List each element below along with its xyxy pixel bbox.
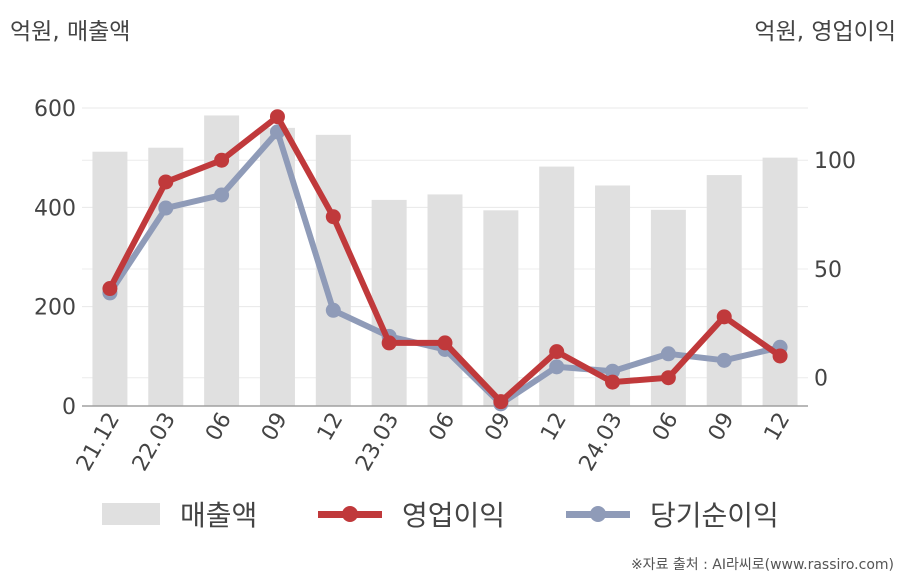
bar-revenue <box>762 157 798 406</box>
bar-revenue <box>427 194 463 406</box>
y-left-tick-label: 200 <box>34 296 76 321</box>
point-operating-profit <box>437 335 453 351</box>
source-credit: ※자료 출처 : AI라씨로(www.rassiro.com) <box>630 557 894 573</box>
chart-legend: 매출액 영업이익 당기순이익 <box>0 494 908 534</box>
legend-label-operating-profit: 영업이익 <box>402 499 506 532</box>
point-operating-profit <box>158 174 174 190</box>
point-operating-profit <box>269 109 285 125</box>
point-operating-profit <box>493 394 509 410</box>
y-right-tick-label: 100 <box>814 149 856 174</box>
point-net-income <box>660 346 676 362</box>
point-operating-profit <box>102 281 118 297</box>
point-operating-profit <box>549 344 565 360</box>
y-left-tick-label: 400 <box>34 196 76 221</box>
point-net-income <box>325 302 341 318</box>
point-operating-profit <box>381 335 397 351</box>
bar-revenue <box>483 210 519 406</box>
point-net-income <box>214 187 230 203</box>
legend-label-revenue: 매출액 <box>180 499 258 532</box>
x-tick-label: 22.03 <box>128 409 181 476</box>
point-operating-profit <box>660 370 676 386</box>
x-tick-label: 06 <box>425 409 461 446</box>
point-operating-profit <box>772 348 788 364</box>
x-tick-label: 12 <box>536 409 572 446</box>
x-tick-label: 09 <box>480 409 516 446</box>
bar-revenue <box>706 175 742 406</box>
legend-swatch-line-red <box>318 503 382 525</box>
x-tick-label: 06 <box>648 409 684 446</box>
legend-swatch-line-blue <box>566 503 630 525</box>
y-left-tick-label: 0 <box>62 395 76 420</box>
x-tick-label: 12 <box>760 409 796 446</box>
legend-item-revenue: 매출액 <box>102 494 257 534</box>
legend-label-net-income: 당기순이익 <box>650 499 779 532</box>
bar-revenue <box>148 147 184 406</box>
point-net-income <box>158 200 174 216</box>
point-operating-profit <box>605 374 621 390</box>
legend-item-net-income: 당기순이익 <box>566 494 779 534</box>
x-tick-label: 24.03 <box>575 409 628 476</box>
point-operating-profit <box>716 309 732 325</box>
x-tick-label: 06 <box>201 409 237 446</box>
point-operating-profit <box>325 209 341 225</box>
legend-swatch-bar <box>102 503 160 525</box>
x-tick-label: 12 <box>313 409 349 446</box>
y-right-tick-label: 0 <box>814 367 828 392</box>
point-operating-profit <box>214 152 230 168</box>
bar-revenue <box>371 199 407 406</box>
y-right-tick-label: 50 <box>814 258 842 283</box>
left-axis-unit-label: 억원, 매출액 <box>10 19 131 45</box>
x-tick-label: 21.12 <box>72 409 125 476</box>
point-net-income <box>716 352 732 368</box>
x-tick-label: 23.03 <box>351 409 404 476</box>
y-left-tick-label: 600 <box>34 97 76 122</box>
point-net-income <box>549 359 565 375</box>
right-axis-unit-label: 억원, 영업이익 <box>754 19 896 45</box>
legend-item-operating-profit: 영업이익 <box>318 494 505 534</box>
point-net-income <box>605 363 621 379</box>
x-tick-label: 09 <box>257 409 293 446</box>
x-tick-label: 09 <box>704 409 740 446</box>
